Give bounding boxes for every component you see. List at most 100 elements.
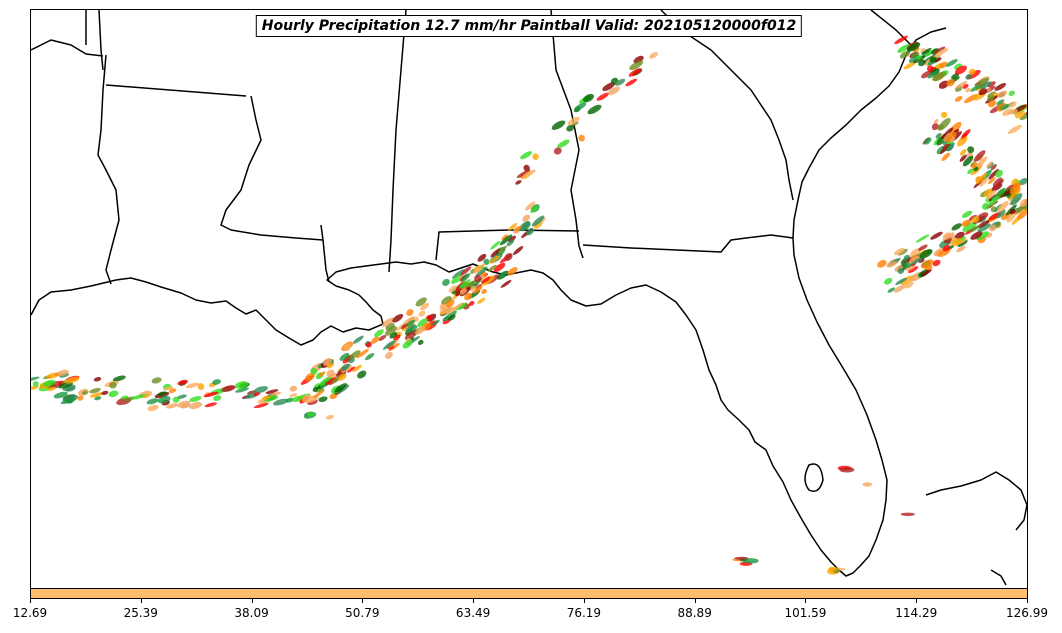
precip-blob [339,352,350,361]
colorbar-tick-label: 63.49 [455,606,491,620]
precip-blob [981,202,990,210]
precip-blob [1009,182,1021,195]
precip-blob [968,68,976,75]
arkansas-north [105,84,247,97]
precip-blob [475,266,488,278]
precip-blob [946,78,955,87]
precip-blob [742,558,759,564]
precip-blob [938,118,951,131]
precip-blob [920,269,932,277]
precip-blob [908,266,919,273]
precip-blob [481,275,495,286]
precip-blob [988,169,999,180]
precip-blob [473,285,483,294]
precip-blob [168,388,177,394]
precip-blob [500,279,512,288]
colorbar-tick-label: 12.69 [12,606,48,620]
colorbar-tick [1027,599,1028,603]
precip-blob [499,271,507,278]
precip-blob [326,369,335,377]
precip-blob [442,316,449,322]
precip-blob [47,386,56,392]
precip-blob [432,319,440,326]
precip-blob [899,50,911,59]
precip-blob [976,156,988,168]
precip-blob [473,263,486,274]
precip-blob [285,397,294,403]
precip-blob [310,367,318,375]
precip-blob [197,383,205,390]
precip-blob [1011,178,1018,186]
precip-blob [973,150,986,162]
precip-blob [921,47,932,55]
colorbar-tick-label: 88.89 [677,606,712,620]
precip-blob [493,262,506,272]
precip-blob [929,56,937,63]
colorbar-tick-label: 114.29 [895,606,938,620]
colorbar-tick [916,599,918,603]
precip-blob [253,403,269,409]
precip-blob [520,151,533,160]
precip-blob [566,124,575,132]
precip-blob [212,379,222,385]
precip-blob [89,387,101,394]
precip-blob [292,395,303,402]
arkansas-louisiana-border [97,54,120,285]
precip-blob [1019,177,1027,186]
precip-blob [551,120,566,130]
precip-blob [942,143,949,150]
precip-blob [57,369,69,376]
precip-blob [931,123,939,131]
precip-blob [1011,108,1018,115]
precip-blob [553,147,562,155]
precip-blob [957,239,968,247]
precip-blob [996,188,1005,197]
alabama-florida-border [435,229,580,261]
precip-blob [378,334,387,341]
precip-blob [949,121,962,135]
precip-blob [893,285,905,293]
precip-blob [915,234,930,243]
precip-blob [900,512,915,516]
precip-blob [176,394,187,399]
precipitation-map [31,10,1027,586]
precip-blob [516,169,531,179]
precip-blob [967,168,973,175]
precip-blob [313,389,325,399]
precip-blob [31,385,39,390]
precip-blob [913,55,926,64]
precip-blob [976,77,989,87]
precip-blob [988,176,996,185]
precip-blob [997,201,1009,213]
precip-blob [477,297,486,304]
precipitation-paintball-layer [31,35,1027,575]
precip-blob [460,288,467,295]
precip-blob [967,146,975,154]
precip-blob [318,396,328,402]
precip-blob [607,86,621,96]
precip-blob [357,370,367,379]
precip-blob [1002,108,1013,116]
precip-blob [185,382,199,389]
precip-blob [996,209,1006,219]
precip-blob [920,259,934,269]
colorbar-tick [30,599,31,603]
precip-blob [988,195,1000,207]
precip-blob [340,363,351,372]
precip-blob [979,81,992,90]
precip-blob [977,223,991,233]
precip-blob [489,254,501,264]
precip-blob [596,92,610,101]
precip-blob [189,396,202,402]
precip-blob [213,395,222,402]
precip-blob [994,83,1007,91]
precip-blob [955,65,967,75]
precip-blob [501,234,508,241]
precip-blob [903,61,916,70]
colorbar-tick [362,599,364,603]
precip-blob [951,238,963,247]
precip-blob [992,177,1003,188]
precip-blob [578,134,585,142]
precip-blob [927,71,939,79]
alabama-georgia-border [550,10,584,259]
